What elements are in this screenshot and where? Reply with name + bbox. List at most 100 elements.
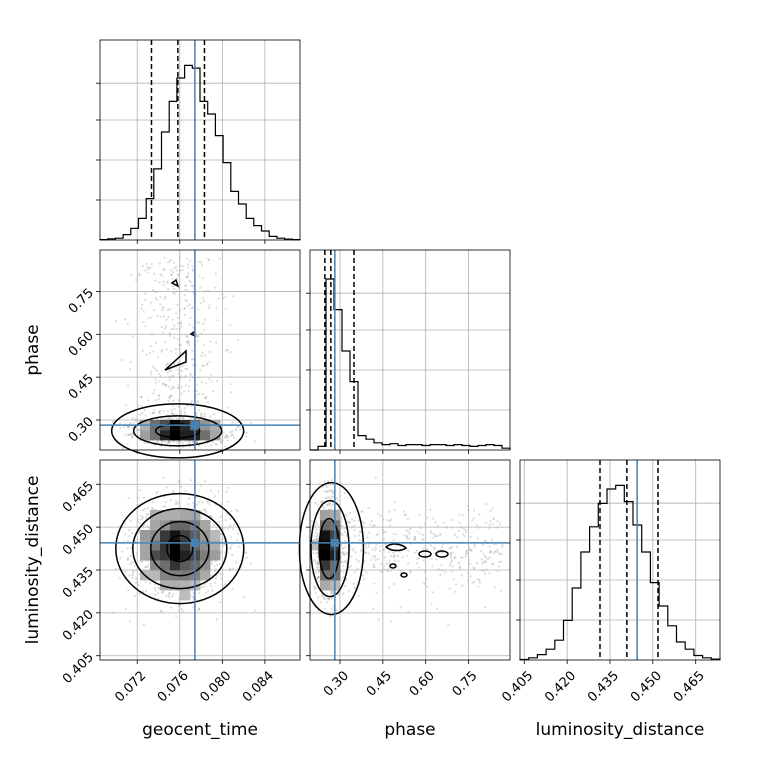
sample-point <box>176 442 179 445</box>
sample-point <box>407 562 410 565</box>
sample-point <box>178 269 181 272</box>
sample-point <box>315 552 318 555</box>
sample-point <box>430 557 433 561</box>
sample-point <box>158 380 161 383</box>
sample-point <box>146 566 149 569</box>
sample-point <box>352 582 355 585</box>
sample-point <box>130 546 133 549</box>
sample-point <box>408 532 411 535</box>
sample-point <box>224 583 227 586</box>
sample-point <box>229 324 232 327</box>
sample-point <box>158 394 161 397</box>
sample-point <box>177 287 180 290</box>
sample-point <box>321 505 324 508</box>
sample-point <box>192 268 195 271</box>
sample-point <box>158 587 161 590</box>
sample-point <box>187 385 191 388</box>
sample-point <box>190 595 194 598</box>
sample-point <box>144 325 147 328</box>
sample-point <box>130 273 133 276</box>
sample-point <box>229 431 232 434</box>
sample-point <box>188 303 192 306</box>
sample-point <box>375 543 378 546</box>
x-tick-label-geocent_time-1: 0.076 <box>155 668 192 705</box>
contour-dist-phase-island-1 <box>384 543 408 552</box>
sample-point <box>204 518 207 521</box>
sample-point <box>317 562 320 566</box>
sample-point <box>389 555 392 558</box>
sample-point <box>196 383 199 386</box>
sample-point <box>214 442 217 445</box>
sample-point <box>228 567 231 570</box>
sample-point <box>314 560 317 563</box>
sample-point <box>229 517 232 521</box>
sample-point <box>340 561 343 564</box>
sample-point <box>406 537 409 540</box>
sample-point <box>202 392 205 396</box>
sample-point <box>497 551 500 554</box>
sample-point <box>206 501 209 504</box>
sample-point <box>413 538 416 541</box>
sample-point <box>150 263 153 266</box>
sample-point <box>356 567 359 570</box>
sample-point <box>144 590 148 593</box>
sample-point <box>186 335 189 339</box>
sample-point <box>424 577 428 581</box>
sample-point <box>344 513 347 516</box>
sample-point <box>414 551 417 554</box>
sample-point <box>181 610 184 613</box>
sample-point <box>388 550 391 554</box>
sample-point <box>327 598 331 601</box>
sample-point <box>161 348 164 351</box>
sample-point <box>215 574 218 578</box>
sample-point <box>454 590 457 593</box>
sample-point <box>166 371 169 374</box>
density-cell <box>150 430 161 441</box>
sample-point <box>157 394 160 397</box>
sample-point <box>387 519 390 522</box>
sample-point <box>124 607 127 611</box>
sample-point <box>237 425 240 428</box>
sample-point <box>185 257 189 260</box>
sample-point <box>143 508 146 511</box>
sample-point <box>178 480 181 483</box>
sample-point <box>327 597 330 600</box>
sample-point <box>135 279 138 282</box>
sample-point <box>376 558 379 561</box>
sample-point <box>169 394 172 398</box>
sample-point <box>425 516 428 519</box>
sample-point <box>160 610 163 613</box>
sample-point <box>382 518 385 521</box>
sample-point <box>314 501 317 504</box>
sample-point <box>134 419 137 422</box>
sample-point <box>425 585 428 588</box>
sample-point <box>183 376 186 379</box>
sample-point <box>196 335 199 338</box>
sample-point <box>314 592 318 595</box>
sample-point <box>488 527 491 530</box>
sample-point <box>177 481 180 484</box>
sample-point <box>172 386 176 389</box>
density-cell <box>170 580 181 591</box>
sample-point <box>175 352 178 355</box>
sample-point <box>140 412 143 415</box>
truth-marker-1-0 <box>190 421 199 430</box>
sample-point <box>379 545 382 548</box>
sample-point <box>218 562 221 566</box>
sample-point <box>328 496 331 499</box>
sample-point <box>226 527 229 530</box>
sample-point <box>429 530 433 533</box>
sample-point <box>481 562 484 565</box>
sample-point <box>203 415 206 418</box>
sample-point <box>126 322 129 325</box>
sample-point <box>195 503 198 506</box>
sample-point <box>214 286 217 289</box>
sample-point <box>198 607 201 610</box>
sample-point <box>166 418 169 421</box>
sample-point <box>500 560 503 564</box>
sample-point <box>211 574 214 577</box>
sample-point <box>171 440 175 443</box>
sample-point <box>180 325 183 328</box>
sample-point <box>457 561 460 565</box>
sample-point <box>432 536 435 539</box>
